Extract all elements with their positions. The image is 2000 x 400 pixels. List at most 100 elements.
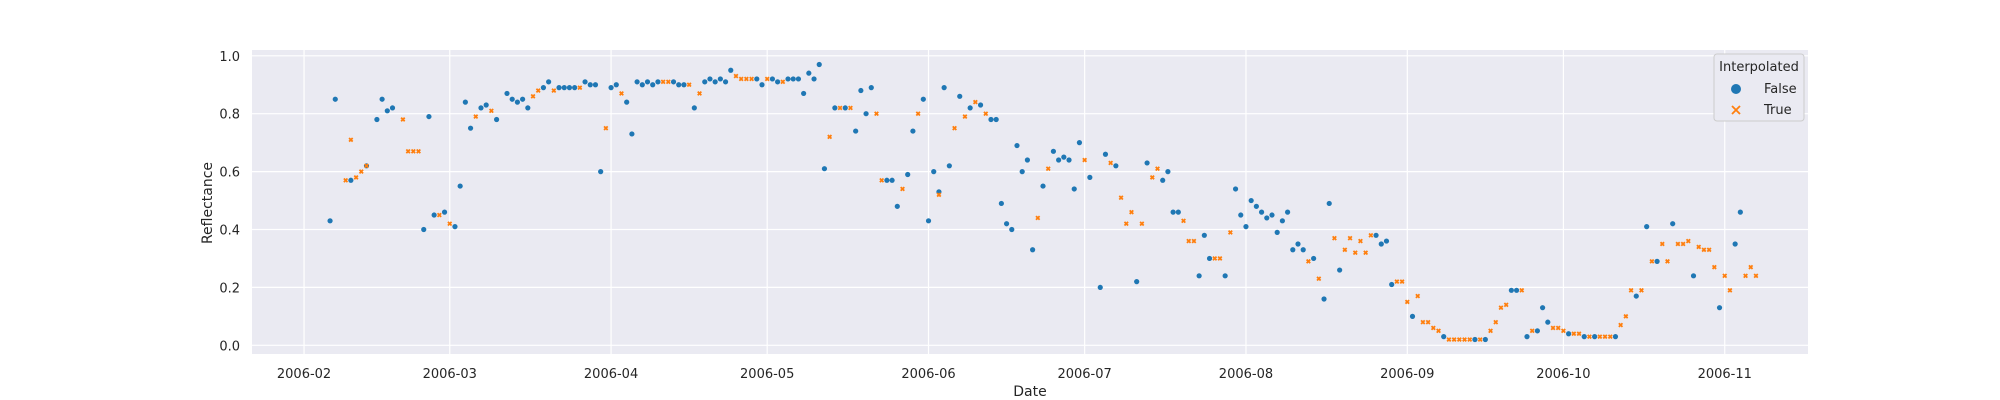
data-point-false xyxy=(556,85,562,91)
data-point-true xyxy=(1305,258,1311,264)
data-point-false xyxy=(1248,197,1254,204)
data-point-false xyxy=(728,67,734,73)
data-point-true xyxy=(1488,328,1493,334)
data-point-true xyxy=(697,90,702,96)
data-point-false xyxy=(821,166,828,172)
data-point-false xyxy=(707,76,713,82)
data-point-false xyxy=(832,105,838,111)
legend-marker-true xyxy=(1731,105,1741,115)
data-point-true xyxy=(1108,160,1114,166)
data-point-false xyxy=(1566,331,1572,337)
data-point-false xyxy=(1040,183,1046,189)
data-point-true xyxy=(848,105,853,111)
data-point-true xyxy=(1529,328,1535,334)
data-point-false xyxy=(1056,157,1062,163)
data-point-false xyxy=(811,76,817,82)
data-point-true xyxy=(686,82,692,88)
data-point-false xyxy=(582,79,588,85)
data-point-true xyxy=(1477,337,1483,342)
data-point-false xyxy=(644,79,651,85)
data-point-false xyxy=(1670,221,1676,227)
data-point-true xyxy=(1498,305,1504,311)
data-point-false xyxy=(1253,203,1259,209)
data-point-true xyxy=(962,114,968,120)
data-point-false xyxy=(629,131,635,137)
data-point-false xyxy=(702,79,708,85)
data-point-true xyxy=(1550,325,1556,331)
data-point-true xyxy=(405,148,411,154)
data-point-false xyxy=(467,125,474,131)
data-point-true xyxy=(1743,273,1748,279)
data-point-false xyxy=(889,177,895,183)
data-point-true xyxy=(1342,247,1348,253)
data-point-false xyxy=(1144,160,1150,166)
data-point-false xyxy=(493,116,500,123)
data-point-false xyxy=(1201,232,1207,238)
data-point-true xyxy=(1331,235,1337,241)
data-point-false xyxy=(540,85,547,91)
data-point-true xyxy=(1706,247,1712,253)
data-point-false xyxy=(1050,148,1057,154)
data-point-true xyxy=(1503,302,1509,308)
data-point-false xyxy=(1014,142,1020,149)
data-point-false xyxy=(348,177,354,183)
data-point-false xyxy=(592,82,599,88)
data-point-false xyxy=(925,218,932,224)
data-point-true xyxy=(1123,221,1129,227)
data-point-false xyxy=(650,82,656,88)
data-point-false xyxy=(624,99,630,105)
data-point-false xyxy=(1165,169,1171,175)
data-point-false xyxy=(1644,224,1650,230)
data-point-true xyxy=(749,76,755,82)
data-point-false xyxy=(374,116,380,123)
data-point-true xyxy=(1748,264,1754,270)
data-point-false xyxy=(977,102,984,108)
data-point-true xyxy=(530,93,536,99)
data-point-true xyxy=(837,105,843,111)
data-point-false xyxy=(1102,151,1109,157)
data-point-false xyxy=(1097,284,1103,291)
data-point-false xyxy=(790,76,796,82)
data-point-false xyxy=(1321,296,1327,302)
data-point-true xyxy=(603,125,609,131)
data-point-true xyxy=(1191,238,1197,244)
data-point-true xyxy=(1711,264,1717,270)
x-tick-label: 2006-09 xyxy=(1380,367,1434,382)
data-point-false xyxy=(1232,186,1239,192)
data-point-true xyxy=(915,111,921,117)
x-tick-label: 2006-04 xyxy=(584,367,638,382)
data-point-true xyxy=(1394,279,1400,285)
data-point-false xyxy=(520,96,526,102)
data-point-false xyxy=(1508,287,1514,293)
data-point-true xyxy=(1685,238,1691,244)
data-point-false xyxy=(801,90,807,97)
data-point-true xyxy=(1227,229,1233,235)
data-point-true xyxy=(1628,287,1634,293)
y-tick-label: 0.0 xyxy=(219,339,240,354)
data-point-false xyxy=(1482,336,1488,343)
data-point-false xyxy=(806,70,812,76)
x-axis-ticks: 2006-02 2006-03 2006-04 2006-05 2006-06 2006-… xyxy=(277,367,1752,382)
data-point-false xyxy=(858,87,864,94)
data-point-true xyxy=(1035,215,1041,221)
legend-entry-true: True xyxy=(1763,103,1792,118)
data-point-false xyxy=(785,76,791,82)
data-point-false xyxy=(957,93,963,99)
data-point-true xyxy=(447,221,453,227)
data-point-false xyxy=(853,128,859,134)
data-point-false xyxy=(931,169,937,175)
data-point-false xyxy=(1024,157,1030,163)
data-point-false xyxy=(1196,273,1202,279)
data-point-true xyxy=(665,79,671,85)
data-point-true xyxy=(1519,287,1525,293)
data-point-true xyxy=(1623,313,1629,319)
data-point-false xyxy=(1206,255,1213,262)
data-point-false xyxy=(1612,334,1619,340)
data-point-true xyxy=(1129,209,1134,215)
data-point-true xyxy=(1618,322,1624,328)
data-point-true xyxy=(1586,334,1592,340)
data-point-true xyxy=(1451,337,1457,342)
data-point-true xyxy=(1639,287,1644,293)
data-point-true xyxy=(577,85,583,91)
data-point-true xyxy=(436,212,442,218)
